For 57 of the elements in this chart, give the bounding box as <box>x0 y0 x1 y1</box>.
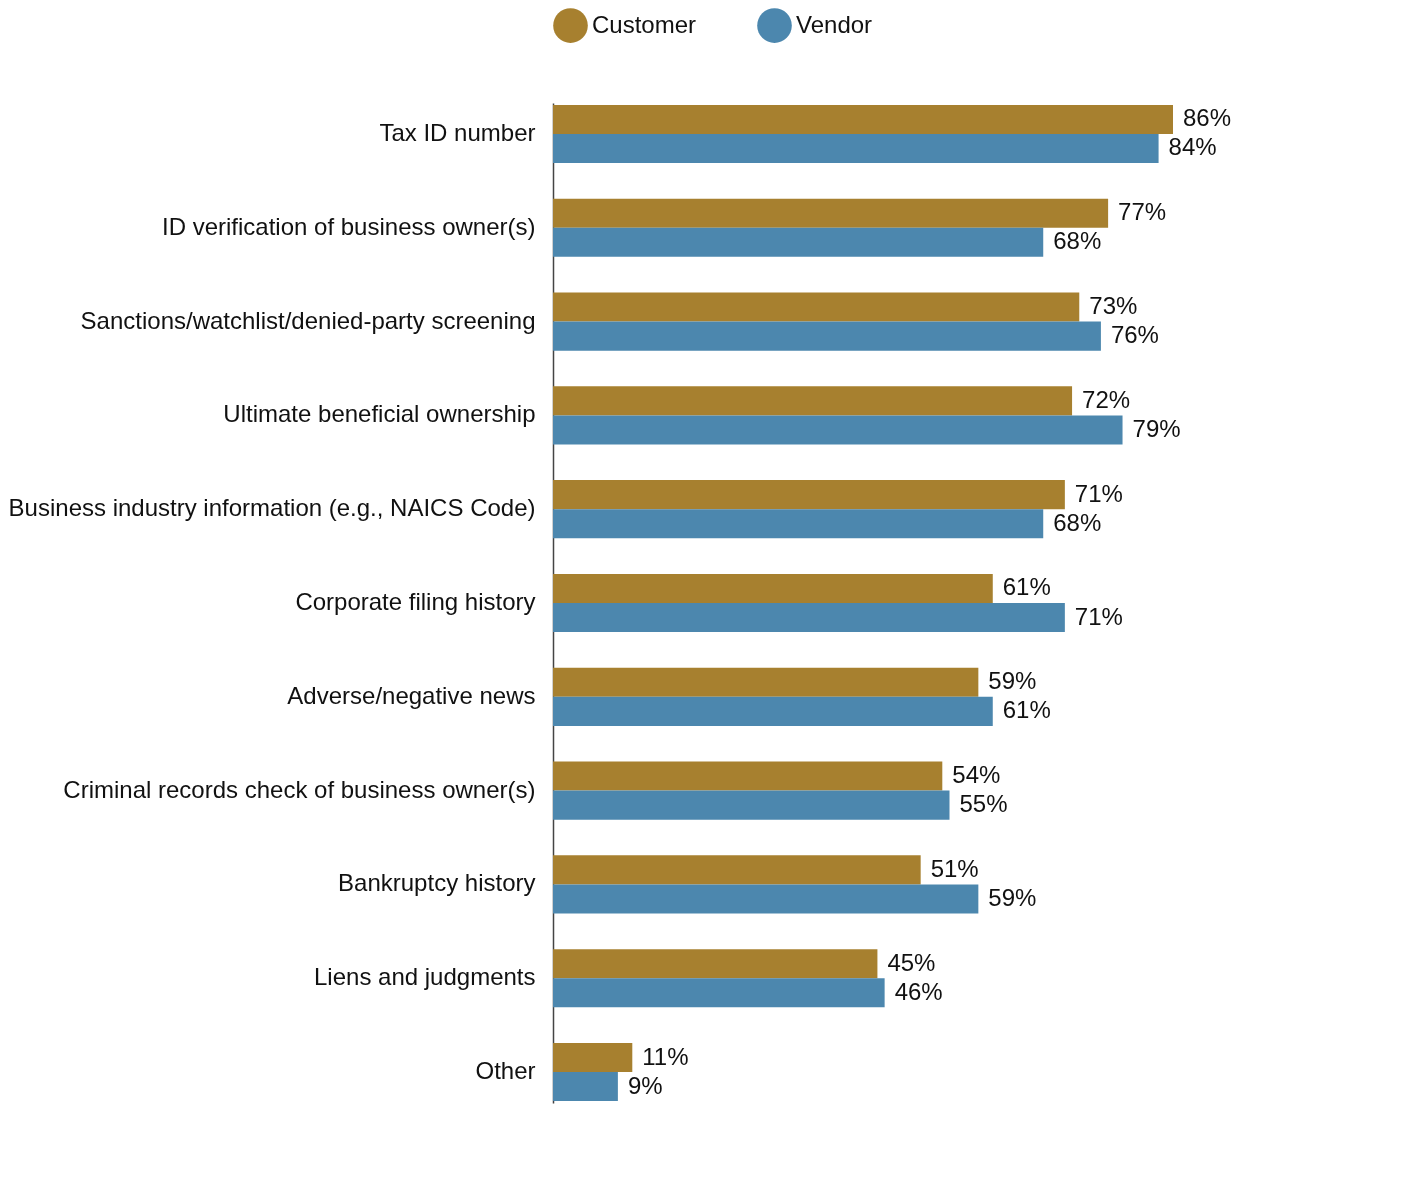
data-label: 79% <box>1132 414 1181 442</box>
bar <box>553 1042 633 1073</box>
bar <box>553 761 943 791</box>
data-label: 68% <box>1053 508 1102 536</box>
data-label: 59% <box>988 667 1037 695</box>
bar <box>553 790 950 820</box>
data-label: 77% <box>1118 198 1167 226</box>
data-label: 76% <box>1110 321 1159 349</box>
bar <box>553 292 1080 322</box>
bar <box>553 603 1065 633</box>
bar <box>553 949 878 979</box>
y-tick-label: Business industry information (e.g., NAICS Code) <box>8 494 536 522</box>
legend-label: Vendor <box>796 10 873 38</box>
bar <box>553 696 993 726</box>
bar <box>553 509 1044 539</box>
y-tick-label: Tax ID number <box>379 118 536 146</box>
bar <box>553 227 1044 257</box>
bar <box>553 667 979 697</box>
y-tick-label: Bankruptcy history <box>338 869 536 897</box>
data-label: 61% <box>1002 573 1051 601</box>
data-label: 61% <box>1002 696 1051 724</box>
data-label: 9% <box>627 1071 663 1099</box>
y-tick-label: ID verification of business owner(s) <box>162 212 536 240</box>
y-tick-label: Corporate filing history <box>295 588 536 615</box>
bar <box>553 415 1123 445</box>
data-label: 71% <box>1074 602 1123 630</box>
bar <box>553 104 1173 134</box>
data-label: 46% <box>894 977 943 1005</box>
data-label: 45% <box>887 948 936 976</box>
data-label: 51% <box>930 854 979 882</box>
bar <box>553 386 1073 416</box>
bar <box>553 855 921 885</box>
y-tick-label: Sanctions/watchlist/denied-party screening <box>80 306 536 334</box>
bar <box>553 1072 618 1102</box>
data-label: 86% <box>1183 104 1232 132</box>
data-label: 73% <box>1089 292 1138 320</box>
data-label: 11% <box>642 1042 689 1070</box>
y-tick-label: Adverse/negative news <box>287 681 536 709</box>
data-label: 59% <box>988 883 1037 911</box>
bar <box>553 978 885 1008</box>
bar <box>553 321 1101 351</box>
y-tick-label: Criminal records check of business owner(s) <box>63 775 536 803</box>
data-label: 68% <box>1053 227 1102 255</box>
legend-label: Customer <box>592 10 697 38</box>
data-label: 84% <box>1168 133 1217 161</box>
bar <box>553 133 1159 164</box>
bar <box>553 573 993 603</box>
bar <box>553 198 1109 228</box>
bar <box>553 480 1065 510</box>
data-label: 71% <box>1074 479 1123 507</box>
bar <box>553 884 979 914</box>
data-label: 55% <box>959 790 1008 818</box>
data-label: 72% <box>1082 385 1131 413</box>
y-tick-label: Liens and judgments <box>314 963 536 991</box>
y-tick-label: Other <box>475 1057 536 1085</box>
y-tick-label: Ultimate beneficial ownership <box>223 400 536 428</box>
data-label: 54% <box>952 761 1001 789</box>
